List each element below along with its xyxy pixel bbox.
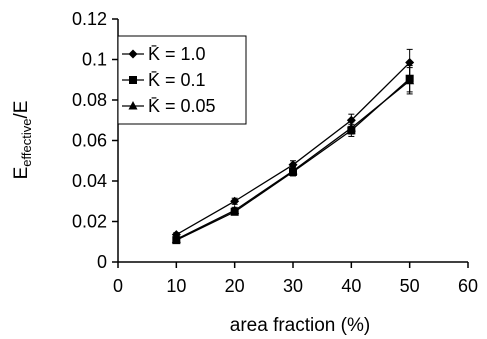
- y-tick-label: 0.06: [72, 131, 107, 151]
- legend-marker: [128, 101, 138, 110]
- y-tick-label: 0.04: [72, 171, 107, 191]
- axes: 0 10 20 30 40 50 60 0 0.02 0.04 0.06 0.08 0.1 0.12: [72, 9, 478, 296]
- y-tick-label: 0: [97, 252, 107, 272]
- x-tick-label: 10: [166, 276, 186, 296]
- legend: K̄ = 1.0 K̄ = 0.1 K̄ = 0.05: [117, 35, 247, 125]
- y-tick-label: 0.12: [72, 9, 107, 29]
- legend-label: K̄ = 0.05: [148, 96, 216, 116]
- data-point: [405, 58, 415, 68]
- data-point: [346, 122, 356, 132]
- legend-label: K̄ = 0.1: [148, 70, 206, 90]
- data-point: [346, 115, 356, 125]
- x-tick-label: 50: [400, 276, 420, 296]
- x-tick-label: 60: [458, 276, 478, 296]
- x-tick-label: 30: [283, 276, 303, 296]
- legend-label: K̄ = 1.0: [148, 44, 206, 64]
- y-tick-label: 0.1: [82, 50, 107, 70]
- data-point: [405, 75, 415, 85]
- y-axis-label-sub: effective: [19, 119, 34, 167]
- y-axis-label: Eeffective/E: [11, 101, 34, 180]
- x-tick-label: 20: [225, 276, 245, 296]
- data-point: [171, 234, 181, 243]
- x-tick-label: 40: [341, 276, 361, 296]
- legend-marker: [129, 76, 137, 84]
- y-tick-label: 0.02: [72, 212, 107, 232]
- y-axis-label-suffix: /E: [11, 101, 32, 119]
- series-triangle: [171, 67, 415, 243]
- y-tick-label: 0.08: [72, 90, 107, 110]
- legend-marker: [128, 49, 138, 59]
- x-axis-label: area fraction (%): [230, 315, 370, 336]
- data-point: [230, 205, 240, 214]
- series-layer: [171, 48, 415, 245]
- x-tick-label: 0: [113, 276, 123, 296]
- y-axis-label-main: E: [11, 167, 32, 180]
- data-point: [288, 165, 298, 175]
- data-point: [230, 196, 240, 206]
